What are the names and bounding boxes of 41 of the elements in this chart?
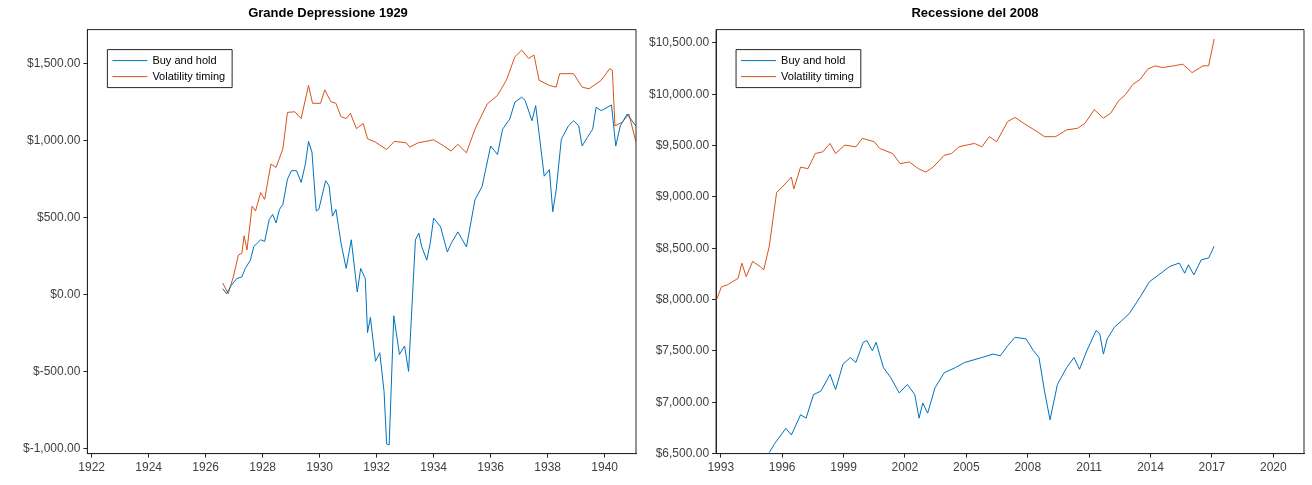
x-tick-label: 1924: [135, 460, 163, 475]
legend-label: Buy and hold: [781, 53, 846, 66]
x-tick-label: 1993: [707, 460, 735, 475]
x-tick-label: 1926: [192, 460, 220, 475]
x-tick-label: 1930: [306, 460, 334, 475]
legend-label: Volatility timing: [781, 69, 854, 82]
chart-title: Recessione del 2008: [911, 5, 1039, 21]
y-tick-label: $9,500.00: [655, 137, 710, 152]
y-tick-label: $1,500.00: [26, 55, 81, 70]
chart-title: Grande Depressione 1929: [248, 5, 408, 21]
x-tick-label: 2011: [1076, 460, 1103, 475]
x-tick-label: 2008: [1014, 460, 1042, 475]
y-tick-label: $8,000.00: [655, 291, 710, 306]
y-tick-label: $-1,000.00: [22, 441, 81, 456]
y-tick-label: $8,500.00: [655, 240, 710, 255]
x-tick-label: 1922: [78, 460, 106, 475]
x-tick-label: 2005: [952, 460, 981, 475]
y-tick-label: $1,000.00: [26, 132, 81, 147]
x-tick-label: 2017: [1198, 460, 1226, 475]
y-tick-label: $0.00: [50, 287, 81, 302]
y-tick-label: $7,500.00: [655, 343, 710, 358]
x-tick-label: 2014: [1137, 460, 1165, 475]
x-tick-label: 2002: [891, 460, 919, 475]
y-tick-label: $7,000.00: [655, 394, 710, 409]
y-tick-label: $6,500.00: [655, 445, 710, 460]
legend-label: Volatility timing: [152, 69, 226, 82]
x-tick-label: 1996: [768, 460, 796, 475]
x-tick-label: 2020: [1259, 460, 1287, 475]
x-tick-label: 1938: [534, 460, 562, 475]
y-tick-label: $9,000.00: [655, 189, 710, 204]
y-tick-label: $10,000.00: [649, 86, 710, 101]
x-tick-label: 1928: [249, 460, 277, 475]
x-tick-label: 1934: [420, 460, 448, 475]
x-tick-label: 1940: [591, 460, 619, 475]
y-tick-label: $10,500.00: [649, 35, 710, 50]
y-tick-label: $-500.00: [33, 364, 81, 379]
x-tick-label: 1932: [363, 460, 391, 475]
y-tick-label: $500.00: [36, 210, 81, 225]
x-tick-label: 1999: [830, 460, 858, 475]
legend-label: Buy and hold: [152, 53, 217, 66]
x-tick-label: 1936: [477, 460, 505, 475]
